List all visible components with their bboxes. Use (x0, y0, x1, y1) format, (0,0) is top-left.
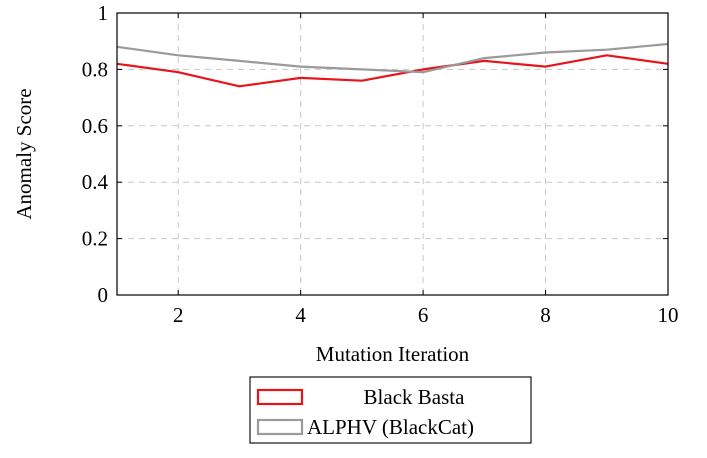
legend-label-black-basta: Black Basta (364, 385, 466, 409)
x-tick-label: 4 (295, 303, 306, 327)
series-line-black-basta (116, 54, 669, 88)
y-tick-label: 0.4 (82, 170, 109, 194)
legend-swatch-black-basta (256, 388, 304, 406)
x-axis-label: Mutation Iteration (316, 342, 470, 366)
legend-label-alphv-blackcat: ALPHV (BlackCat) (307, 415, 474, 439)
legend-swatch-alphv-blackcat (256, 418, 304, 436)
y-tick-label: 0.6 (82, 114, 108, 138)
series-line-alphv-blackcat (116, 42, 669, 74)
grid-lines (117, 13, 669, 295)
series-lines (116, 42, 669, 88)
x-tick-label: 6 (418, 303, 429, 327)
x-tick-label: 10 (658, 303, 679, 327)
x-tick-label: 2 (173, 303, 184, 327)
plot-frame (116, 12, 669, 296)
y-axis-label: Anomaly Score (12, 88, 36, 219)
y-tick-label: 0.8 (82, 57, 108, 81)
y-axis-ticks: 0 0.2 0.4 0.6 0.8 1 (82, 1, 668, 307)
y-tick-label: 0.2 (82, 227, 108, 251)
y-tick-label: 0 (98, 283, 109, 307)
y-tick-label: 1 (98, 1, 109, 25)
x-tick-label: 8 (540, 303, 551, 327)
x-axis-ticks: 2 4 6 8 10 (173, 13, 679, 327)
legend: Black Basta ALPHV (BlackCat) (249, 376, 532, 444)
